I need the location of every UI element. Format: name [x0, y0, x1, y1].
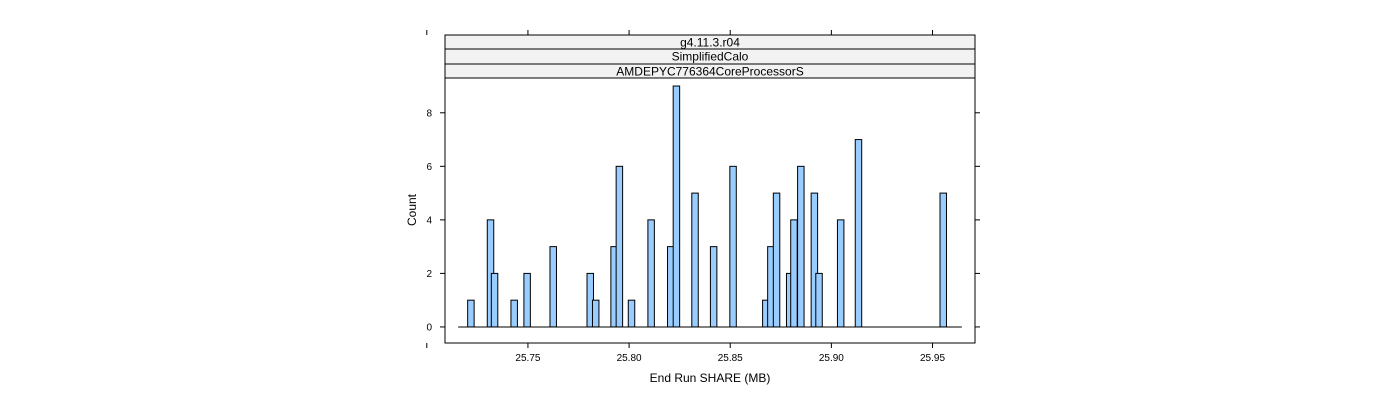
- bar-13: [672, 85, 681, 328]
- bar-24: [815, 272, 823, 328]
- bar-22: [797, 165, 805, 328]
- y-tick-label-0: 0: [426, 322, 432, 333]
- top-axis-ticks: [426, 30, 934, 35]
- right-axis-ticks: [975, 112, 980, 328]
- plot-panel: [444, 77, 976, 344]
- y-tick-label-1: 2: [426, 269, 432, 280]
- strip-label-1: g4.11.3.r04: [680, 36, 740, 50]
- bar-27: [939, 192, 947, 328]
- x-tick-label-3: 25.90: [819, 353, 844, 364]
- bar-15: [709, 246, 718, 328]
- x-tick-label-0: 25.75: [515, 353, 540, 364]
- x-tick-label-2: 25.85: [718, 353, 743, 364]
- x-tick-label-4: 25.95: [920, 353, 945, 364]
- bar-25: [836, 219, 845, 328]
- x-axis: 25.75 25.80 25.85 25.90 25.95: [426, 343, 945, 364]
- y-axis-title: Count: [405, 193, 419, 226]
- bar-21: [790, 219, 798, 328]
- bar-2: [490, 272, 499, 328]
- y-tick-label-2: 4: [426, 215, 432, 226]
- bar-14: [691, 192, 699, 328]
- bar-3: [510, 299, 518, 328]
- y-tick-label-4: 8: [426, 108, 432, 119]
- y-tick-label-3: 6: [426, 162, 432, 173]
- y-axis: 0 2 4 6 8: [426, 108, 445, 333]
- bar-26: [854, 139, 863, 328]
- histogram-bars: [467, 85, 947, 328]
- x-axis-title: End Run SHARE (MB): [650, 371, 771, 385]
- bar-4: [523, 272, 531, 328]
- bar-23: [810, 192, 819, 328]
- strip-label-3: AMDEPYC776364CoreProcessorS: [616, 65, 803, 79]
- bar-16: [729, 165, 737, 328]
- bar-5: [549, 246, 557, 328]
- x-tick-label-1: 25.80: [617, 353, 642, 364]
- bar-19: [772, 192, 781, 328]
- strip-label-2: SimplifiedCalo: [672, 50, 749, 64]
- bar-10: [627, 299, 636, 328]
- strip-headers: g4.11.3.r04 SimplifiedCalo AMDEPYC776364…: [444, 34, 976, 79]
- bar-7: [591, 299, 600, 328]
- bar-11: [647, 219, 655, 328]
- bar-0: [467, 299, 475, 328]
- bar-9: [615, 165, 624, 328]
